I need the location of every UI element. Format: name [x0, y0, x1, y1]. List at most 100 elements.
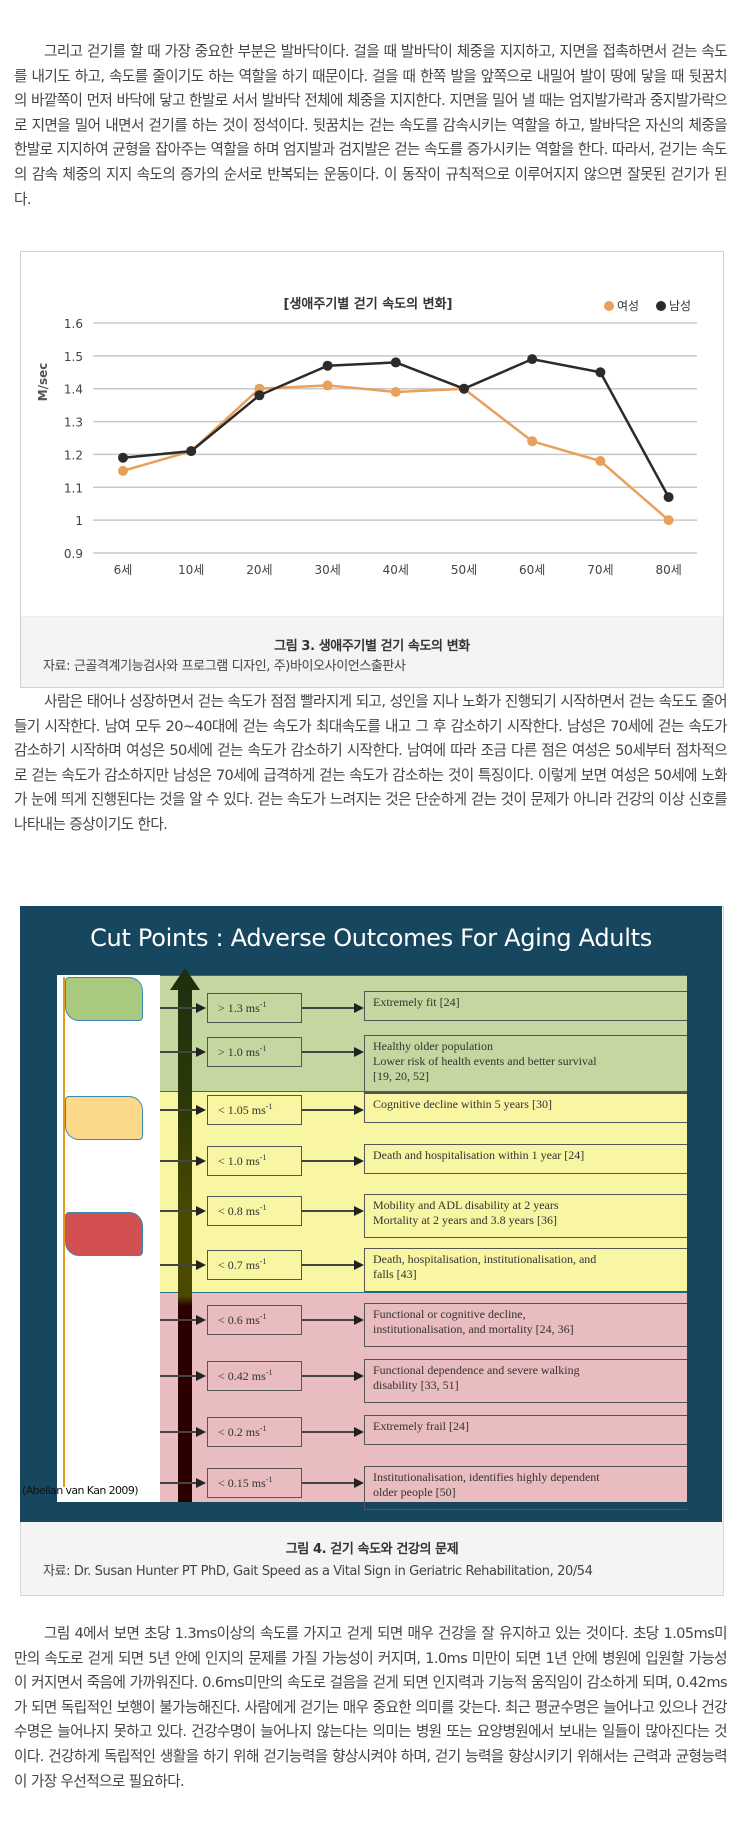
speed-threshold: < 0.8 ms-1: [207, 1196, 302, 1226]
unit-exponent: -1: [259, 1153, 267, 1162]
outcome-box: Functional dependence and severe walking…: [364, 1359, 687, 1403]
connector-line: [160, 1210, 196, 1212]
walking-speed-chart: [생애주기별 걷기 속도의 변화] M/sec 여성 남성 0.9 1 1.1 1.2 1…: [36, 296, 697, 577]
x-tick-label: 50세: [451, 563, 477, 577]
arrow-right-icon: [354, 1371, 364, 1381]
arrow-right-icon: [196, 1047, 206, 1057]
connector-line: [302, 1007, 354, 1009]
speed-value: < 0.6 ms: [218, 1313, 260, 1327]
green-flag-icon: [65, 977, 143, 1021]
arrow-right-icon: [196, 1478, 206, 1488]
x-tick-label: 60세: [519, 563, 545, 577]
unit-exponent: -1: [265, 1475, 273, 1484]
connector-line: [160, 1160, 196, 1162]
speed-threshold: < 0.15 ms-1: [207, 1468, 302, 1498]
data-point: [322, 380, 333, 391]
speed-threshold: < 0.42 ms-1: [207, 1361, 302, 1391]
outcome-box: Extremely fit [24]: [364, 991, 687, 1021]
connector-line: [160, 1431, 196, 1433]
arrow-right-icon: [354, 1047, 364, 1057]
arrow-right-icon: [354, 1260, 364, 1270]
y-tick-label: 1.1: [64, 481, 83, 495]
flag-pole: [63, 1212, 65, 1487]
speed-value: < 0.7 ms: [218, 1258, 260, 1272]
connector-line: [302, 1109, 354, 1111]
data-point: [118, 452, 128, 463]
outcome-box: Mobility and ADL disability at 2 years M…: [364, 1194, 687, 1238]
speed-threshold: < 0.7 ms-1: [207, 1250, 302, 1280]
speed-value: < 1.05 ms: [218, 1103, 266, 1117]
outcome-box: Death, hospitalisation, institutionalisa…: [364, 1248, 687, 1292]
speed-value: < 1.0 ms: [218, 1154, 260, 1168]
series-line-0: [122, 384, 670, 522]
data-point: [186, 446, 197, 457]
legend-marker: [656, 301, 666, 311]
unit-exponent: -1: [259, 1044, 267, 1053]
arrow-right-icon: [354, 1478, 364, 1488]
data-point: [390, 357, 401, 368]
arrow-right-icon: [196, 1003, 206, 1013]
x-tick-label: 10세: [178, 563, 204, 577]
speed-threshold: < 0.6 ms-1: [207, 1305, 302, 1335]
x-tick-label: 6세: [114, 563, 133, 577]
speed-threshold: > 1.0 ms-1: [207, 1037, 302, 1067]
outcome-box: Death and hospitalisation within 1 year …: [364, 1144, 687, 1174]
arrow-right-icon: [196, 1371, 206, 1381]
chart-legend: 여성 남성: [604, 299, 691, 313]
unit-exponent: -1: [265, 1102, 273, 1111]
data-point: [527, 354, 538, 365]
connector-line: [302, 1160, 354, 1162]
x-tick-label: 70세: [587, 563, 613, 577]
arrow-right-icon: [354, 1105, 364, 1115]
data-point: [254, 390, 265, 401]
x-tick-label: 40세: [383, 563, 409, 577]
connector-line: [302, 1264, 354, 1266]
legend-label: 여성: [617, 299, 639, 313]
arrow-right-icon: [196, 1315, 206, 1325]
y-tick-label: 1: [75, 514, 83, 528]
chart-title: [생애주기별 걷기 속도의 변화]: [284, 296, 453, 312]
connector-line: [302, 1051, 354, 1053]
speed-threshold: < 1.05 ms-1: [207, 1095, 302, 1125]
speed-value: < 0.2 ms: [218, 1425, 260, 1439]
speed-value: > 1.3 ms: [218, 1001, 260, 1015]
vertical-arrow-shaft: [178, 986, 192, 1502]
unit-exponent: -1: [259, 1000, 267, 1009]
speed-value: > 1.0 ms: [218, 1045, 260, 1059]
legend-label: 남성: [669, 299, 691, 313]
green-band: [160, 975, 687, 1091]
connector-line: [302, 1431, 354, 1433]
caption-title: 그림 3. 생애주기별 걷기 속도의 변화: [274, 639, 470, 654]
data-point: [595, 456, 606, 466]
arrow-right-icon: [354, 1003, 364, 1013]
data-point: [527, 436, 538, 447]
arrow-right-icon: [354, 1315, 364, 1325]
connector-line: [302, 1319, 354, 1321]
paragraph-aging: 사람은 태어나 성장하면서 걷는 속도가 점점 빨라지게 되고, 성인을 지나 …: [14, 693, 728, 833]
caption-source: 자료: 근골격계기능검사와 프로그램 디자인, 주)바이오사이언스출판사: [43, 659, 406, 674]
arrow-right-icon: [354, 1156, 364, 1166]
speed-threshold: < 1.0 ms-1: [207, 1146, 302, 1176]
outcome-box: Healthy older population Lower risk of h…: [364, 1035, 687, 1093]
arrow-right-icon: [196, 1206, 206, 1216]
x-tick-label: 80세: [655, 563, 681, 577]
connector-line: [302, 1210, 354, 1212]
connector-line: [160, 1264, 196, 1266]
speed-threshold: > 1.3 ms-1: [207, 993, 302, 1023]
unit-exponent: -1: [259, 1257, 267, 1266]
x-tick-label: 20세: [246, 563, 272, 577]
y-tick-label: 0.9: [64, 547, 83, 561]
connector-line: [160, 1007, 196, 1009]
outcome-box: Cognitive decline within 5 years [30]: [364, 1093, 687, 1123]
flag-pole: [63, 1096, 65, 1316]
unit-exponent: -1: [265, 1368, 273, 1377]
figure-4-caption: 그림 4. 걷기 속도와 건강의 문제 자료: Dr. Susan Hunter…: [21, 1521, 723, 1595]
y-axis-label: M/sec: [36, 363, 50, 402]
connector-line: [160, 1319, 196, 1321]
y-tick-label: 1.4: [64, 383, 83, 397]
connector-line: [160, 1051, 196, 1053]
x-tick-label: 30세: [314, 563, 340, 577]
data-point: [663, 515, 674, 526]
connector-line: [160, 1375, 196, 1377]
outcome-box: Institutionalisation, identifies highly …: [364, 1466, 687, 1510]
